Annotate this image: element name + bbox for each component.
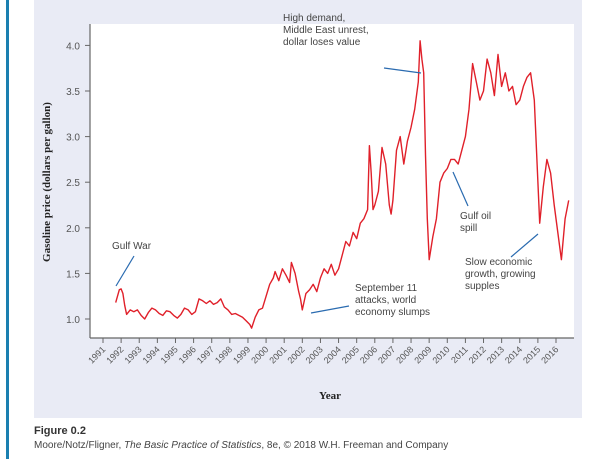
x-tick-label: 2005 bbox=[340, 344, 361, 365]
x-tick-label: 2004 bbox=[322, 344, 343, 365]
y-tick-label: 1.5 bbox=[66, 269, 80, 280]
annotation-line: economy slumps bbox=[355, 307, 430, 318]
x-tick-label: 1995 bbox=[159, 344, 180, 365]
annotation-text: High demand, Middle East unrest, dollar lo… bbox=[283, 13, 369, 48]
x-tick-label: 2001 bbox=[267, 344, 288, 365]
y-tick-label: 2.0 bbox=[66, 224, 80, 235]
y-tick-label: 3.5 bbox=[66, 87, 80, 98]
annotation-line: Middle East unrest, bbox=[283, 25, 369, 36]
credit-suffix: , 8e, © 2018 W.H. Freeman and Company bbox=[261, 440, 449, 451]
annotation-line: September 11 bbox=[355, 283, 418, 294]
x-tick-label: 1993 bbox=[122, 344, 143, 365]
plot-area bbox=[90, 24, 574, 338]
gasoline-price-chart: 1.01.52.02.53.03.54.01991199219931994199… bbox=[41, 13, 574, 402]
figure-label: Figure 0.2 bbox=[34, 425, 86, 437]
annotation-leader-line bbox=[452, 171, 469, 207]
x-tick-label: 2015 bbox=[521, 344, 542, 365]
y-tick-label: 2.5 bbox=[66, 178, 80, 189]
annotation-line: Slow economic bbox=[465, 257, 532, 268]
accent-bar bbox=[6, 0, 9, 459]
x-tick-label: 1994 bbox=[141, 344, 162, 365]
credit-prefix: Moore/Notz/Fligner, bbox=[34, 440, 125, 451]
credit-title: The Basic Practice of Statistics bbox=[124, 440, 262, 451]
annotation-line: supples bbox=[465, 281, 499, 292]
annotation-text: September 11 attacks, world economy slumps bbox=[355, 283, 430, 318]
annotation-leader-line bbox=[510, 233, 539, 258]
x-tick-label: 2008 bbox=[394, 344, 415, 365]
x-tick-label: 2016 bbox=[539, 344, 560, 365]
x-tick-label: 2009 bbox=[412, 344, 433, 365]
annotation-line: High demand, bbox=[283, 13, 345, 24]
annotation-text: Slow economic growth, growing supples bbox=[465, 257, 536, 292]
y-tick-label: 3.0 bbox=[66, 133, 80, 144]
y-tick-label: 4.0 bbox=[66, 41, 80, 52]
x-tick-label: 2011 bbox=[449, 344, 470, 365]
x-tick-label: 2000 bbox=[249, 344, 270, 365]
annotation-leader-line bbox=[115, 255, 135, 287]
x-tick-label: 1999 bbox=[231, 344, 252, 365]
x-tick-label: 2003 bbox=[304, 344, 325, 365]
x-tick-label: 1991 bbox=[86, 344, 107, 365]
figure-credit: Moore/Notz/Fligner, The Basic Practice o… bbox=[34, 440, 448, 451]
x-tick-label: 2006 bbox=[358, 344, 379, 365]
price-series-line bbox=[115, 40, 570, 329]
annotation-line: Gulf War bbox=[112, 241, 152, 252]
annotation-line: growth, growing bbox=[465, 269, 536, 280]
x-axis-label: Year bbox=[319, 390, 341, 402]
annotation-leader-line bbox=[383, 67, 422, 74]
annotation-line: Gulf oil bbox=[460, 211, 491, 222]
annotation-text: Gulf oil spill bbox=[460, 211, 491, 234]
x-tick-label: 2010 bbox=[430, 344, 451, 365]
annotation-text: Gulf War bbox=[112, 241, 152, 252]
annotation-line: attacks, world bbox=[355, 295, 416, 306]
annotation-line: dollar loses value bbox=[283, 37, 361, 48]
x-tick-label: 2007 bbox=[376, 344, 397, 365]
x-tick-label: 1996 bbox=[177, 344, 198, 365]
x-tick-label: 1992 bbox=[104, 344, 125, 365]
x-tick-label: 2013 bbox=[485, 344, 506, 365]
x-tick-label: 2002 bbox=[285, 344, 306, 365]
x-tick-label: 1997 bbox=[195, 344, 216, 365]
x-tick-label: 1998 bbox=[213, 344, 234, 365]
x-tick-label: 2014 bbox=[503, 344, 524, 365]
y-tick-label: 1.0 bbox=[66, 315, 80, 326]
x-tick-label: 2012 bbox=[467, 344, 488, 365]
y-axis-label: Gasoline price (dollars per gallon) bbox=[41, 102, 53, 262]
annotation-leader-line bbox=[310, 305, 350, 314]
annotation-line: spill bbox=[460, 223, 477, 234]
